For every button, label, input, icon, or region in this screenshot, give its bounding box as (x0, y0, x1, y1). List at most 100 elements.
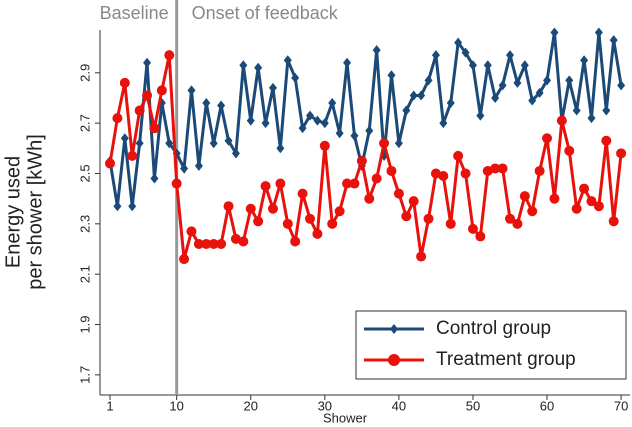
point (186, 226, 197, 237)
point (216, 238, 227, 249)
point (208, 238, 219, 249)
point (320, 118, 329, 129)
point (254, 62, 263, 73)
y-tick-label: 1.9 (77, 315, 92, 333)
annotation: Onset of feedback (192, 3, 339, 23)
x-tick-label: 1 (106, 398, 113, 413)
point (291, 72, 300, 83)
point (580, 55, 589, 66)
point (364, 193, 375, 204)
point (231, 148, 240, 159)
point (475, 231, 486, 242)
legend-marker (388, 354, 400, 366)
point (424, 75, 433, 86)
point (460, 168, 471, 179)
x-tick-label: 30 (318, 398, 332, 413)
point (408, 196, 419, 207)
point (113, 201, 122, 212)
point (549, 193, 560, 204)
x-tick-label: 50 (466, 398, 480, 413)
point (267, 203, 278, 214)
point (343, 57, 352, 68)
point (335, 128, 344, 139)
x-axis-title: Shower (323, 410, 368, 425)
point (127, 150, 138, 161)
point (542, 133, 553, 144)
point (453, 150, 464, 161)
point (135, 138, 144, 149)
x-tick-label: 40 (392, 398, 406, 413)
point (238, 236, 249, 247)
point (438, 171, 449, 181)
point (328, 98, 337, 108)
series-line (108, 32, 623, 207)
point (223, 201, 234, 212)
point (445, 218, 456, 229)
y-tick-label: 2.1 (77, 265, 92, 283)
point (319, 140, 330, 151)
point (402, 105, 411, 116)
point (365, 125, 374, 136)
point (224, 135, 233, 146)
point (417, 90, 426, 101)
point (446, 98, 455, 108)
point (171, 178, 182, 189)
y-tick-label: 2.7 (77, 114, 92, 132)
x-tick-label: 20 (244, 398, 258, 413)
point (202, 98, 211, 108)
point (579, 183, 590, 194)
point (150, 173, 159, 184)
y-tick-label: 2.9 (77, 64, 92, 82)
point (134, 105, 145, 116)
point (149, 123, 160, 134)
y-tick-label: 2.3 (77, 215, 92, 233)
y-tick-label: 1.7 (77, 366, 92, 384)
point (179, 254, 190, 265)
point (401, 211, 412, 222)
point (528, 95, 537, 106)
point (349, 178, 360, 189)
point (572, 105, 581, 116)
point (164, 50, 175, 61)
point (491, 92, 500, 103)
point (306, 110, 314, 121)
point (468, 60, 477, 71)
point (193, 238, 204, 249)
x-tick-label: 60 (540, 398, 554, 413)
point (423, 213, 434, 224)
point (586, 196, 597, 207)
point (119, 77, 130, 88)
point (394, 138, 403, 149)
point (505, 213, 515, 224)
point (571, 203, 582, 214)
y-axis-title: Energy used (2, 156, 24, 268)
point (564, 145, 575, 156)
point (565, 75, 574, 86)
point (187, 85, 196, 96)
point (379, 138, 390, 149)
point (616, 148, 627, 159)
point (431, 50, 440, 61)
point (556, 115, 567, 126)
point (467, 223, 478, 234)
point (519, 191, 530, 202)
point (327, 218, 338, 229)
x-tick-label: 70 (614, 398, 628, 413)
point (527, 206, 538, 217)
legend-label: Control group (436, 318, 551, 339)
point (334, 206, 345, 217)
point (490, 163, 501, 174)
point (476, 110, 485, 121)
point (371, 173, 382, 184)
point (356, 155, 367, 166)
point (282, 218, 293, 229)
point (112, 113, 123, 124)
annotation: Baseline (100, 3, 169, 23)
point (298, 123, 307, 134)
point (194, 160, 203, 171)
point (497, 163, 508, 174)
point (439, 118, 448, 129)
point (409, 90, 418, 101)
point (275, 178, 286, 189)
